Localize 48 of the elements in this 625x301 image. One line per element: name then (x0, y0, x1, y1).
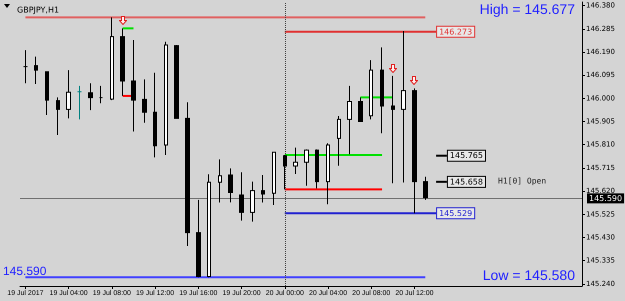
annotation: Low = 145.580 (482, 267, 576, 283)
candlestick (196, 199, 201, 278)
candlestick (401, 30, 406, 184)
candlestick (239, 172, 244, 222)
candlestick (228, 168, 233, 203)
candlestick (66, 70, 71, 119)
candlestick (185, 102, 190, 246)
candlestick (99, 85, 103, 104)
candlestick (283, 154, 287, 190)
text: GBPJPY,H1 (17, 6, 60, 14)
candlestick (131, 40, 136, 132)
candlestick (164, 41, 168, 156)
candlestick (34, 56, 38, 84)
candlestick (110, 16, 114, 101)
candlestick (56, 96, 60, 136)
candlestick (326, 142, 330, 205)
candlestick (45, 71, 49, 116)
candlestick (369, 60, 373, 120)
candlestick (391, 75, 395, 184)
candlestick (272, 152, 276, 206)
annotation: High = 145.677 (480, 1, 576, 17)
candlestick (293, 147, 298, 175)
candlestick (88, 82, 93, 111)
candlestick (315, 148, 319, 189)
candlestick (423, 176, 428, 200)
candlestick (77, 85, 82, 120)
annotation: H1[0] Open (498, 176, 546, 186)
candlestick (250, 181, 255, 222)
data-label: 145.765 (450, 151, 483, 160)
ref-line-label: 145.590 (589, 194, 622, 203)
data-label: 146.273 (439, 27, 472, 36)
candlestick (120, 28, 125, 96)
candlestick (207, 174, 211, 278)
annotation: 145.590 (3, 264, 47, 278)
candlestick (153, 72, 157, 158)
candlestick (358, 96, 363, 122)
candlestick (261, 174, 265, 204)
candlestick (23, 50, 28, 84)
candlestick (347, 85, 352, 155)
candlestick (412, 88, 417, 214)
candlestick (142, 78, 147, 124)
data-label: 145.529 (439, 208, 472, 218)
data-label: 145.658 (450, 177, 483, 186)
candlestick (380, 46, 384, 134)
candlestick (174, 44, 179, 119)
candlestick (218, 158, 222, 204)
candlestick (304, 148, 309, 186)
candlestick (337, 115, 341, 166)
